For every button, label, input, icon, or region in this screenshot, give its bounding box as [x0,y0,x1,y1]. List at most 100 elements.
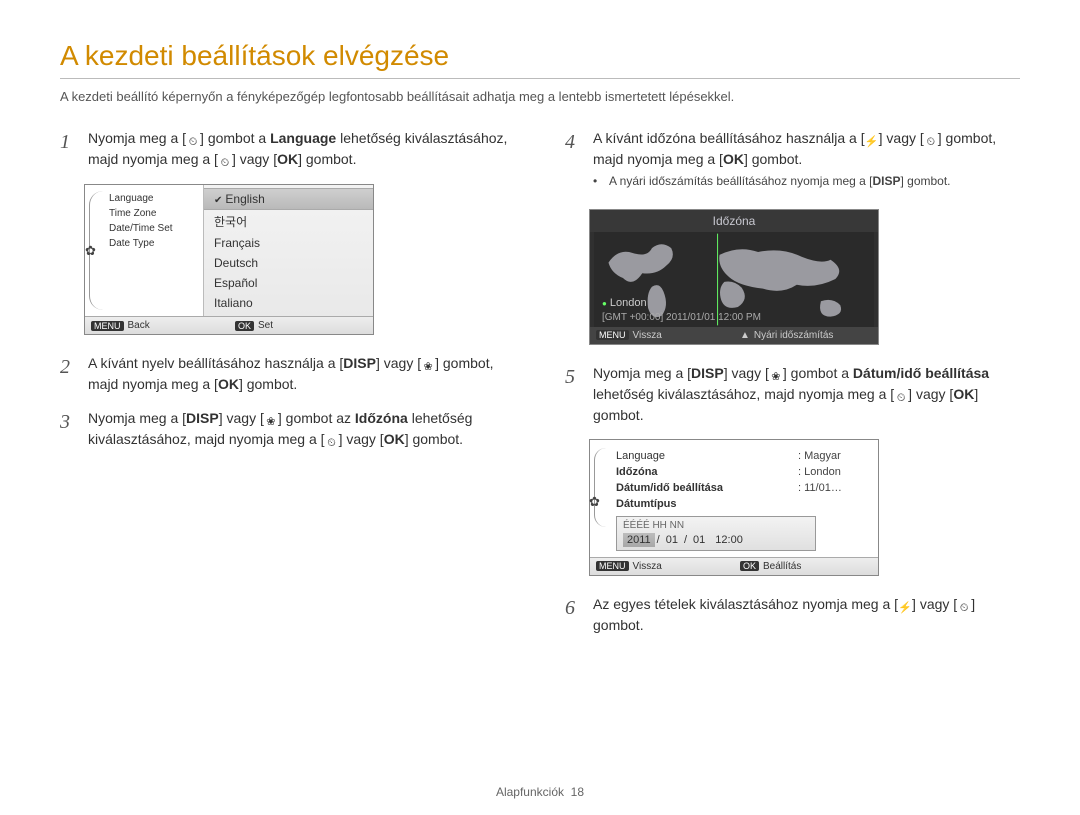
ok-tag: OK [740,561,759,571]
step-number: 4 [565,128,583,195]
gear-icon: ✿ [85,243,96,259]
dst-label: Nyári időszámítás [754,330,833,341]
text: ] gombot a [200,130,270,146]
datetime-menu-mock: ✿ Language: Magyar Időzóna: London Dátum… [589,439,879,576]
time-segment[interactable]: 12:00 [711,533,747,547]
timer-icon: ⏲ [218,156,232,170]
menu-tag: MENU [596,330,629,340]
list-item: Date/Time Set [109,221,195,236]
ok-icon: OK [723,151,744,167]
timer-icon: ⏲ [957,601,971,615]
text: ] gombot. [239,376,297,392]
ui2-title: Időzóna [590,210,878,232]
step-number: 5 [565,363,583,425]
macro-icon: ❀ [264,415,278,429]
timer-icon: ⏲ [924,135,938,149]
set-label: Set [258,320,273,331]
flash-icon: ⚡ [865,135,879,149]
set-label: Beállítás [763,561,801,572]
text: ] vagy [ [908,386,953,402]
lang-item[interactable]: Italiano [204,293,373,313]
timer-icon: ⏲ [894,391,908,405]
text: Nyomja meg a [ [88,410,186,426]
right-column: 4 A kívánt időzóna beállításához használ… [565,128,1020,649]
lang-item[interactable]: Deutsch [204,253,373,273]
date-format: ÉÉÉÉ HH NN [623,520,809,531]
step-number: 2 [60,353,78,394]
world-map: ● London [GMT +00:00] 2011/01/01 12:00 P… [594,232,874,327]
text: A kívánt időzóna beállításához használja… [593,130,865,146]
disp-icon: DISP [343,355,376,371]
text: ] gombot a [783,365,853,381]
lang-item[interactable]: 한국어 [204,210,373,233]
month-segment[interactable]: 01 [662,533,682,547]
ok-icon: OK [384,431,405,447]
text: ] vagy [ [232,151,277,167]
text: lehetőség kiválasztásához, majd nyomja m… [593,386,894,402]
macro-icon: ❀ [769,370,783,384]
bullet-icon: • [593,173,601,190]
timer-icon: ⏲ [325,436,339,450]
step-number: 6 [565,594,583,635]
page-title: A kezdeti beállítások elvégzése [60,40,1020,72]
lang-item[interactable]: Français [204,233,373,253]
ok-icon: OK [277,151,298,167]
lang-item[interactable]: Español [204,273,373,293]
sep: / [657,534,660,546]
timezone-map-mock: Időzóna ● London [GMT +00:00] 2011/01/01… [589,209,879,345]
list-item: Language [109,191,195,206]
gmt-label: [GMT +00:00] 2011/01/01 12:00 PM [602,312,761,323]
up-icon: ▲ [740,330,750,341]
back-label: Vissza [633,561,662,572]
settings-row: Dátumtípus [616,496,868,512]
year-segment[interactable]: 2011 [623,533,655,547]
text: ] gombot. [900,174,950,188]
text: English [225,192,264,206]
text: Nyomja meg a [ [593,365,691,381]
step-3: 3 Nyomja meg a [DISP] vagy [❀] gombot az… [60,408,515,450]
step-number: 1 [60,128,78,170]
back-label: Back [128,320,150,331]
list-item: Time Zone [109,206,195,221]
text: A nyári időszámítás beállításához nyomja… [609,174,872,188]
settings-row: Language: Magyar [616,448,868,464]
timer-icon: ⏲ [186,135,200,149]
text: ] gombot. [744,151,802,167]
lang-english[interactable]: ✔English [204,188,373,210]
settings-row: Időzóna: London [616,464,868,480]
step-6: 6 Az egyes tételek kiválasztásához nyomj… [565,594,1020,635]
step-2: 2 A kívánt nyelv beállításához használja… [60,353,515,394]
bold-text: Időzóna [355,410,408,426]
bold-text: Dátum/idő beállítása [853,365,989,381]
bold-text: Language [270,130,336,146]
back-label: Vissza [633,330,662,341]
text: ] vagy [ [912,596,957,612]
flash-icon: ⚡ [898,601,912,615]
page-footer: Alapfunkciók 18 [0,785,1080,799]
text: ] gombot az [278,410,355,426]
text: A kívánt nyelv beállításához használja a… [88,355,343,371]
menu-tag: MENU [596,561,629,571]
left-column: 1 Nyomja meg a [⏲] gombot a Language leh… [60,128,515,649]
menu-tag: MENU [91,321,124,331]
day-segment[interactable]: 01 [689,533,709,547]
text: ] vagy [ [724,365,769,381]
date-edit-box[interactable]: ÉÉÉÉ HH NN 2011 / 01 / 01 12:00 [616,516,816,551]
step-1: 1 Nyomja meg a [⏲] gombot a Language leh… [60,128,515,170]
ok-icon: OK [953,386,974,402]
text: Az egyes tételek kiválasztásához nyomja … [593,596,898,612]
step-4: 4 A kívánt időzóna beállításához használ… [565,128,1020,195]
gear-icon: ✿ [589,494,600,510]
disp-icon: DISP [691,365,724,381]
disp-icon: DISP [872,174,900,188]
list-item: Date Type [109,236,195,251]
text: Nyomja meg a [ [88,130,186,146]
step-5: 5 Nyomja meg a [DISP] vagy [❀] gombot a … [565,363,1020,425]
text: ] vagy [ [879,130,924,146]
text: ] vagy [ [219,410,264,426]
page-subtitle: A kezdeti beállító képernyőn a fényképez… [60,89,1020,104]
disp-icon: DISP [186,410,219,426]
macro-icon: ❀ [421,360,435,374]
text: ] gombot. [298,151,356,167]
step-number: 3 [60,408,78,450]
